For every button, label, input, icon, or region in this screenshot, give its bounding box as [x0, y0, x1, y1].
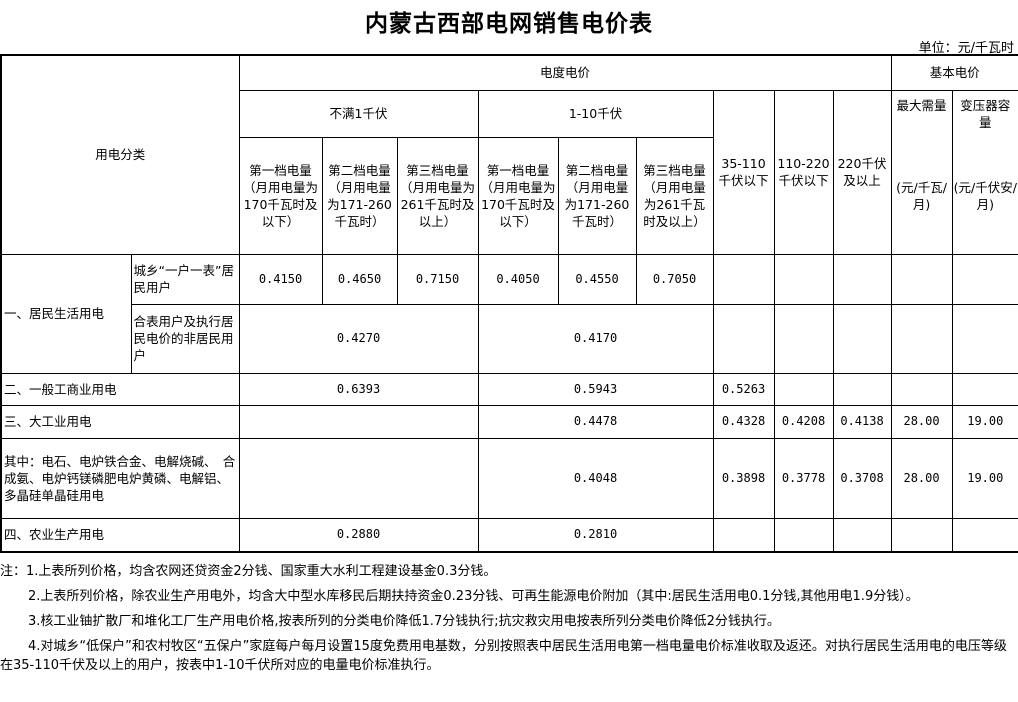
table-row: 其中：电石、电炉铁合金、电解烧碱、 合成氨、电炉钙镁磷肥电炉黄磷、电解铝、多晶硅… [0, 437, 1018, 519]
tier-1-1-10kv: 第一档电量（月用电量为170千瓦时及以下） [477, 136, 559, 255]
transformer-label: 变压器容量 [960, 97, 1011, 130]
empty-cell [773, 372, 834, 406]
empty-cell [832, 372, 892, 406]
tier-1-below-1kv: 第一档电量（月用电量为170千瓦时及以下） [238, 136, 323, 255]
empty-cell [890, 372, 953, 406]
cell-value: 28.00 [890, 437, 953, 519]
cell-value: 0.7050 [635, 253, 714, 305]
header-110-220kv: 110-220千伏以下 [773, 89, 834, 255]
note-4: 4.对城乡“低保户”和农村牧区“五保户”家庭每户每月设置15度免费用电基数，分别… [0, 639, 1007, 673]
table-row: 三、大工业用电 0.4478 0.4328 0.4208 0.4138 28.0… [0, 404, 1018, 439]
table-row: 四、农业生产用电 0.2880 0.2810 [0, 517, 1018, 553]
empty-cell [890, 517, 953, 553]
row-label-commercial: 二、一般工商业用电 [0, 372, 240, 406]
table-row: 一、居民生活用电 城乡“一户一表”居民用户 0.4150 0.4650 0.71… [0, 253, 1018, 374]
row-label-one-meter: 城乡“一户一表”居民用户 [130, 253, 240, 305]
cell-value: 0.6393 [238, 372, 479, 406]
page-title: 内蒙古西部电网销售电价表 [365, 10, 653, 37]
max-demand-unit: (元/千瓦/月) [896, 179, 947, 212]
tier-3-below-1kv: 第三档电量（月用电量为261千瓦时及以上） [396, 136, 479, 255]
cell-value: 0.4050 [477, 253, 559, 305]
header-basic-price: 基本电价 [890, 54, 1018, 91]
table-row: 二、一般工商业用电 0.6393 0.5943 0.5263 [0, 372, 1018, 406]
cell-value: 19.00 [951, 404, 1018, 439]
empty-cell [951, 517, 1018, 553]
tier-2-below-1kv: 第二档电量（月用电量为171-260千瓦时） [321, 136, 398, 255]
header-max-demand: 最大需量 (元/千瓦/月) [890, 89, 953, 255]
cell-value: 0.2810 [477, 517, 714, 553]
cell-value: 0.4550 [557, 253, 637, 305]
cell-value: 0.4150 [238, 253, 323, 305]
tier-3-1-10kv: 第三档电量（月用电量为261千瓦时及以上） [635, 136, 714, 255]
cell-value: 0.4208 [773, 404, 834, 439]
cell-value: 0.2880 [238, 517, 479, 553]
header-220kv: 220千伏及以上 [832, 89, 892, 255]
row-label-residential: 一、居民生活用电 [0, 253, 132, 374]
header-energy-price: 电度电价 [238, 54, 892, 91]
row-label-special-industry: 其中：电石、电炉铁合金、电解烧碱、 合成氨、电炉钙镁磷肥电炉黄磷、电解铝、多晶硅… [0, 437, 240, 519]
empty-cell [773, 517, 834, 553]
cell-value: 0.4270 [238, 303, 479, 374]
cell-value: 0.4328 [712, 404, 775, 439]
empty-cell [832, 253, 892, 305]
cell-value: 19.00 [951, 437, 1018, 519]
empty-cell [238, 404, 479, 439]
cell-value: 0.5943 [477, 372, 714, 406]
note-1: 注：1.上表所列价格，均含农网还贷资金2分钱、国家重大水利工程建设基金0.3分钱… [0, 564, 497, 579]
price-table: 用电分类 电度电价 基本电价 不满1千伏 1-10千伏 35-110千伏以下 1… [0, 54, 1018, 553]
cell-value: 0.3898 [712, 437, 775, 519]
row-label-large-industry: 三、大工业用电 [0, 404, 240, 439]
empty-cell [951, 253, 1018, 305]
note-3: 3.核工业铀扩散厂和堆化工厂生产用电价格,按表所列的分类电价降低1.7分钱执行;… [28, 614, 780, 629]
tier-2-1-10kv: 第二档电量（月用电量为171-260千瓦时） [557, 136, 637, 255]
transformer-unit: (元/千伏安/月) [953, 179, 1017, 212]
header-35-110kv: 35-110千伏以下 [712, 89, 775, 255]
empty-cell [951, 372, 1018, 406]
cell-value: 0.4138 [832, 404, 892, 439]
empty-cell [238, 437, 479, 519]
cell-value: 0.3778 [773, 437, 834, 519]
empty-cell [832, 517, 892, 553]
row-label-agriculture: 四、农业生产用电 [0, 517, 240, 553]
cell-value: 0.5263 [712, 372, 775, 406]
cell-value: 0.4170 [477, 303, 714, 374]
row-label-shared-meter: 合表用户及执行居民电价的非居民用户 [130, 303, 240, 374]
notes: 注：1.上表所列价格，均含农网还贷资金2分钱、国家重大水利工程建设基金0.3分钱… [0, 562, 1014, 681]
cell-value: 0.4650 [321, 253, 398, 305]
note-2: 2.上表所列价格，除农业生产用电外，均含大中型水库移民后期扶持资金0.23分钱、… [28, 589, 919, 604]
unit-label: 单位：元/千瓦时 [918, 41, 1014, 56]
empty-cell [951, 303, 1018, 374]
cell-value: 0.3708 [832, 437, 892, 519]
empty-cell [773, 303, 834, 374]
cell-value: 0.4048 [477, 437, 714, 519]
cell-value: 28.00 [890, 404, 953, 439]
table-row: 合表用户及执行居民电价的非居民用户 0.4270 0.4170 [1, 303, 1018, 374]
empty-cell [890, 303, 953, 374]
empty-cell [712, 303, 775, 374]
empty-cell [773, 253, 834, 305]
header-transformer: 变压器容量 (元/千伏安/月) [951, 89, 1018, 255]
empty-cell [832, 303, 892, 374]
header-1-10kv: 1-10千伏 [477, 89, 714, 138]
empty-cell [890, 253, 953, 305]
header-category: 用电分类 [0, 54, 240, 255]
max-demand-label: 最大需量 [896, 97, 947, 113]
empty-cell [712, 517, 775, 553]
cell-value: 0.4478 [477, 404, 714, 439]
cell-value: 0.7150 [396, 253, 479, 305]
header-below-1kv: 不满1千伏 [238, 89, 479, 138]
empty-cell [712, 253, 775, 305]
